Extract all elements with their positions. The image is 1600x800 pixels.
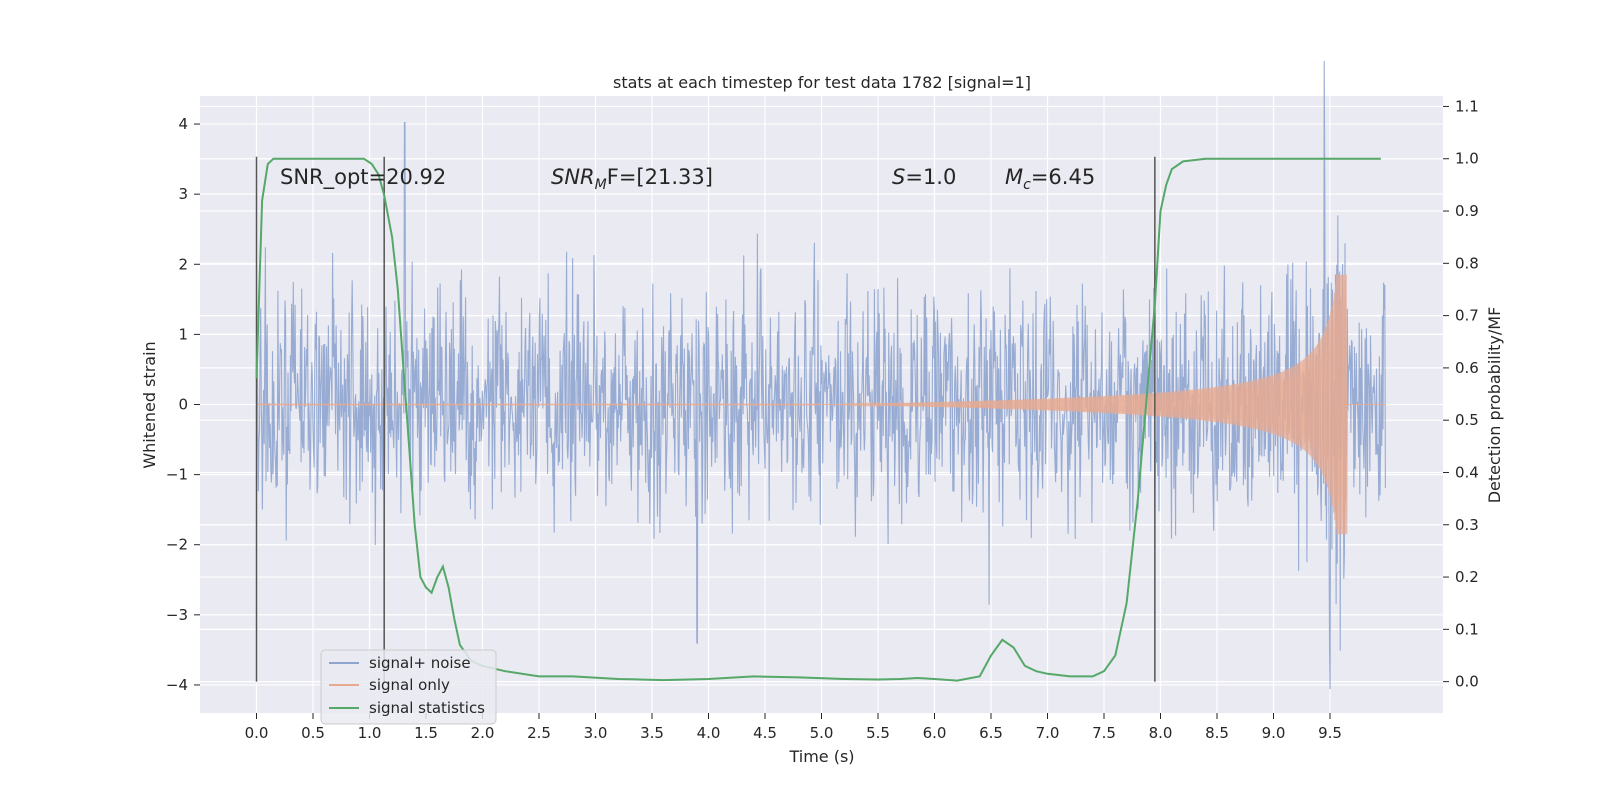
annotation-snr-mf-symbol: SNR: [551, 165, 595, 189]
x-tick-label: 3.5: [640, 724, 664, 742]
annotation-snr-mf-subscript: M: [595, 177, 607, 193]
annotation-s: S=1.0: [892, 165, 956, 189]
annotation-s-symbol: S: [892, 165, 905, 189]
y-left-tick-label: 2: [178, 255, 188, 273]
x-tick-label: 9.0: [1262, 724, 1286, 742]
y-right-tick-label: 0.5: [1455, 411, 1479, 429]
series-signal-statistics: [255, 157, 1381, 682]
legend-label-signal-noise: signal+ noise: [369, 654, 471, 672]
x-tick-label: 9.5: [1318, 724, 1342, 742]
y-right-tick-label: 0.8: [1455, 254, 1479, 272]
y-right-tick-label: 0.4: [1455, 463, 1479, 481]
x-tick-label: 5.5: [866, 724, 890, 742]
annotation-snr-opt: SNR_opt=20.92: [280, 165, 446, 190]
annotation-snr-mf-value: F=[21.33]: [607, 165, 713, 189]
y-left-tick-label: −2: [166, 536, 188, 554]
y-right-tick-label: 1.1: [1455, 97, 1479, 115]
x-tick-label: 1.0: [358, 724, 382, 742]
x-tick-label: 7.5: [1092, 724, 1116, 742]
y-left-tick-label: 3: [178, 185, 188, 203]
y-left-tick-label: 1: [178, 325, 188, 343]
x-tick-label: 5.0: [810, 724, 834, 742]
signal-statistics-line: [255, 157, 1381, 682]
x-tick-label: 2.5: [527, 724, 551, 742]
y-right-tick-label: 0.3: [1455, 516, 1479, 534]
x-axis-ticks: 0.0 0.5 1.0 1.5 2.0 2.5 3.0 3.5 4.0 4.5 5.0 5.5 6.0 6…: [245, 713, 1342, 742]
annotation-mc: Mc=6.45: [1005, 165, 1095, 193]
y-axis-right-label: Detection probability/MF: [1485, 307, 1504, 504]
y-right-tick-label: 0.2: [1455, 568, 1479, 586]
x-tick-label: 6.5: [979, 724, 1003, 742]
y-axis-left-ticks: 4 3 2 1 0 −1 −2 −3 −4: [166, 115, 200, 694]
y-right-tick-label: 0.0: [1455, 673, 1479, 691]
legend-label-signal-statistics: signal statistics: [369, 699, 485, 717]
y-right-tick-label: 0.6: [1455, 359, 1479, 377]
y-axis-right-ticks: 1.1 1.0 0.9 0.8 0.7 0.6 0.5 0.4 0.3 0.2 0.1 0.0: [1443, 97, 1479, 691]
y-left-tick-label: −1: [166, 466, 188, 484]
signal-only-line: [256, 274, 1386, 535]
x-axis-label: Time (s): [788, 747, 854, 766]
x-tick-label: 2.0: [471, 724, 495, 742]
vertical-markers: [255, 156, 1156, 682]
x-tick-label: 4.5: [753, 724, 777, 742]
x-tick-label: 4.0: [697, 724, 721, 742]
x-tick-label: 1.5: [414, 724, 438, 742]
legend: signal+ noise signal only signal statist…: [320, 649, 497, 725]
y-axis-left-label: Whitened strain: [140, 341, 159, 468]
y-left-tick-label: 0: [178, 396, 188, 414]
annotation-snr-mf: SNRMF=[21.33]: [551, 165, 713, 193]
y-right-tick-label: 0.7: [1455, 307, 1479, 325]
y-right-tick-label: 0.1: [1455, 620, 1479, 638]
x-tick-label: 0.0: [245, 724, 269, 742]
annotation-mc-subscript: c: [1023, 177, 1031, 193]
chart-title: stats at each timestep for test data 178…: [613, 73, 1031, 92]
x-tick-label: 8.5: [1205, 724, 1229, 742]
x-tick-label: 7.0: [1036, 724, 1060, 742]
y-right-tick-label: 0.9: [1455, 202, 1479, 220]
x-tick-label: 8.0: [1149, 724, 1173, 742]
annotation-mc-value: =6.45: [1031, 165, 1095, 189]
y-left-tick-label: 4: [178, 115, 188, 133]
legend-box: [320, 649, 497, 725]
series-signal-only: [256, 274, 1386, 535]
x-tick-label: 0.5: [301, 724, 325, 742]
x-tick-label: 6.0: [923, 724, 947, 742]
y-left-tick-label: −3: [166, 606, 188, 624]
y-right-tick-label: 1.0: [1455, 150, 1479, 168]
annotation-mc-symbol: M: [1005, 165, 1023, 189]
x-tick-label: 3.0: [584, 724, 608, 742]
legend-label-signal-only: signal only: [369, 676, 450, 694]
annotation-s-value: =1.0: [905, 165, 956, 189]
y-left-tick-label: −4: [166, 676, 188, 694]
